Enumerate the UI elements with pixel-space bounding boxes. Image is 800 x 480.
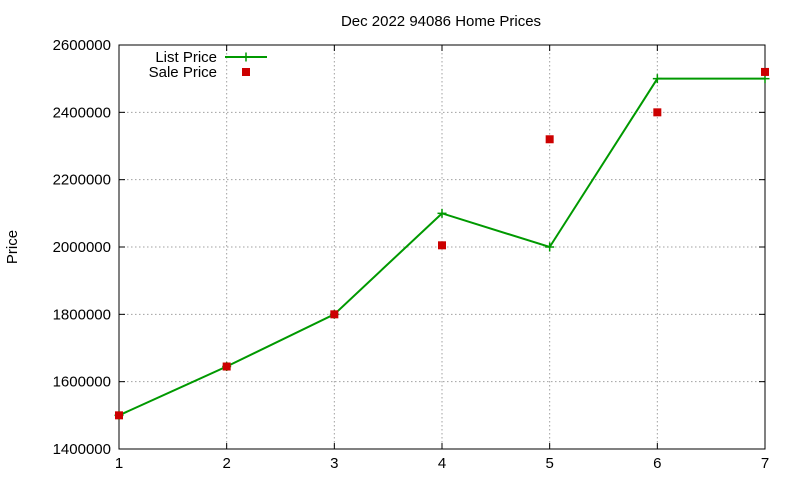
sale-price-point — [330, 310, 339, 319]
legend-item-sale-price: Sale Price — [149, 64, 250, 81]
y-tick-label: 1600000 — [53, 374, 111, 391]
list-price-point — [652, 74, 662, 84]
axes: 1400000 1600000 1800000 2000000 2200000 24000… — [53, 37, 770, 472]
legend-label: Sale Price — [149, 64, 217, 81]
x-tick-label: 4 — [438, 455, 446, 472]
sale-price-point — [653, 108, 662, 117]
y-tick-label: 2000000 — [53, 239, 111, 256]
y-tick-label: 2200000 — [53, 172, 111, 189]
list-price-point — [437, 208, 447, 218]
y-axis-label: Price — [4, 230, 21, 264]
sale-price-point — [222, 362, 231, 371]
legend-label: List Price — [155, 49, 217, 66]
y-tick-label: 1400000 — [53, 441, 111, 458]
grid-lines — [119, 45, 765, 449]
y-tick-label: 1800000 — [53, 306, 111, 323]
sale-price-point — [545, 135, 554, 144]
legend-item-list-price: List Price — [155, 49, 267, 66]
y-tick-label: 2400000 — [53, 104, 111, 121]
x-tick-label: 5 — [545, 455, 553, 472]
sale-price-point — [438, 241, 446, 250]
list-price-point — [545, 242, 555, 252]
x-tick-label: 7 — [761, 455, 769, 472]
chart-title: Dec 2022 94086 Home Prices — [341, 13, 541, 30]
sale-price-point — [761, 67, 769, 76]
x-tick-label: 1 — [115, 455, 123, 472]
sale-price-point — [115, 411, 123, 420]
legend-marker — [242, 68, 250, 76]
plot-series — [114, 67, 770, 420]
y-tick-label: 2600000 — [53, 37, 111, 54]
x-tick-label: 6 — [653, 455, 661, 472]
x-tick-label: 3 — [330, 455, 338, 472]
series-sale-price — [115, 67, 769, 420]
legend-marker — [241, 52, 251, 62]
x-tick-label: 2 — [222, 455, 230, 472]
